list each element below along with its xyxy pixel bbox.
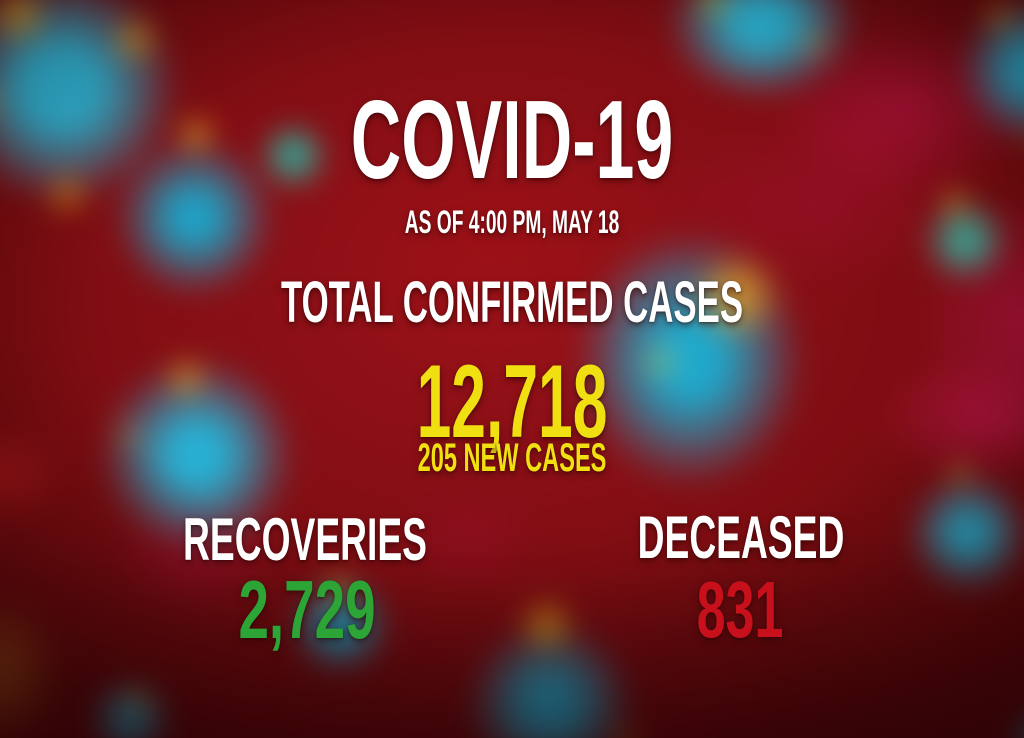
page-title: COVID-19: [256, 85, 768, 196]
deceased-value: 831: [696, 565, 784, 654]
recoveries-value: 2,729: [238, 563, 376, 656]
recoveries-label: RECOVERIES: [183, 506, 427, 573]
new-cases-label: 205 NEW CASES: [417, 436, 607, 480]
total-confirmed-label: TOTAL CONFIRMED CASES: [280, 270, 744, 335]
title-text: COVID-19: [350, 78, 674, 202]
total-confirmed-value: 12,718: [416, 344, 608, 460]
as-of-timestamp: AS OF 4:00 PM, MAY 18: [404, 204, 620, 240]
deceased-label: DECEASED: [637, 504, 845, 571]
